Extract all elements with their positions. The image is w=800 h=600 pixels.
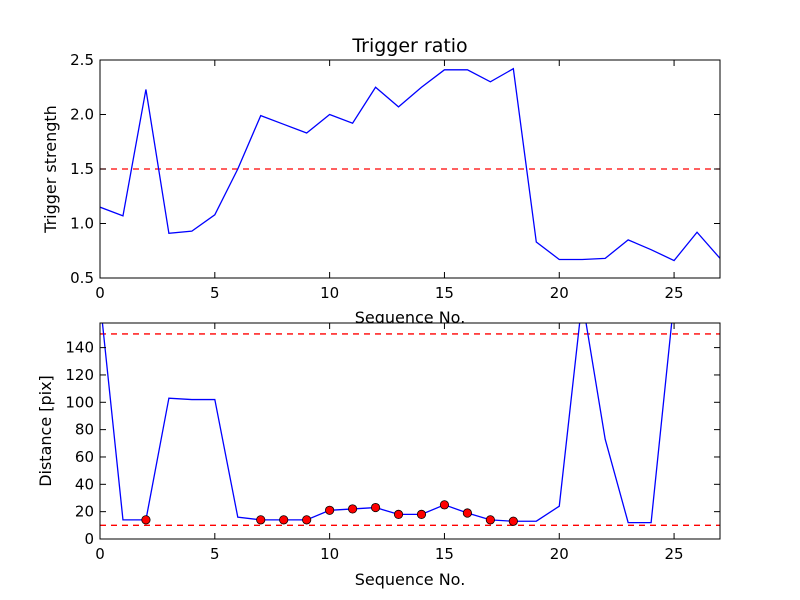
- distance-series: [101, 323, 673, 524]
- y-tick-label: 140: [65, 339, 94, 357]
- y-tick-label: 2.0: [70, 106, 94, 124]
- x-tick-label: 15: [435, 545, 454, 563]
- y-tick-label: 1.0: [70, 215, 94, 233]
- x-tick-label: 0: [95, 545, 105, 563]
- x-tick-label: 25: [665, 284, 684, 302]
- data-point-marker: [302, 515, 312, 525]
- chart-title: Trigger ratio: [351, 35, 467, 57]
- data-point-marker: [279, 515, 289, 525]
- x-tick-label: 20: [550, 545, 569, 563]
- trigger-strength-series: [100, 67, 720, 262]
- data-point-marker: [370, 502, 381, 513]
- x-axis-label: Sequence No.: [355, 570, 466, 589]
- x-axis-label: Sequence No.: [355, 308, 466, 327]
- plot-frame: [99, 322, 721, 540]
- x-tick-label: 15: [435, 284, 454, 302]
- x-tick-label: 10: [320, 545, 339, 563]
- y-tick-label: 120: [65, 366, 94, 384]
- data-point-marker: [462, 508, 473, 518]
- x-tick-label: 5: [210, 545, 220, 563]
- data-point-marker: [325, 505, 335, 515]
- y-tick-label: 20: [75, 503, 94, 521]
- y-tick-label: 0: [84, 530, 94, 548]
- data-point-marker: [347, 504, 358, 514]
- trigger-ratio-chart: Trigger ratio 0 5 10 15 20 25 0.5 1.0 1.5 2.0 2.5…: [41, 35, 721, 327]
- data-point-marker: [508, 516, 518, 526]
- y-axis-label: Trigger strength: [41, 105, 60, 234]
- y-axis-label: Distance [pix]: [36, 375, 55, 487]
- x-tick-label: 25: [665, 545, 684, 563]
- x-tick-label: 10: [320, 284, 339, 302]
- y-tick-label: 100: [65, 393, 94, 411]
- x-tick-label: 20: [550, 284, 569, 302]
- data-point-marker: [416, 509, 427, 519]
- data-point-marker: [485, 515, 495, 525]
- distance-chart: 0 5 10 15 20 25 0 20 40 60 80 100 120 140 Sequence N…: [36, 322, 721, 589]
- x-tick-label: 0: [95, 284, 105, 302]
- y-tick-label: 0.5: [70, 269, 94, 287]
- data-point-marker: [141, 515, 151, 525]
- data-point-marker: [439, 500, 450, 510]
- x-tick-label: 5: [210, 284, 220, 302]
- data-point-marker: [393, 509, 404, 519]
- y-tick-label: 80: [75, 421, 94, 439]
- data-point-marker: [256, 515, 266, 525]
- y-tick-label: 1.5: [70, 160, 94, 178]
- y-tick-label: 40: [75, 475, 94, 493]
- y-tick-label: 60: [75, 448, 94, 466]
- plot-area: [100, 323, 720, 539]
- y-tick-label: 2.5: [70, 51, 94, 69]
